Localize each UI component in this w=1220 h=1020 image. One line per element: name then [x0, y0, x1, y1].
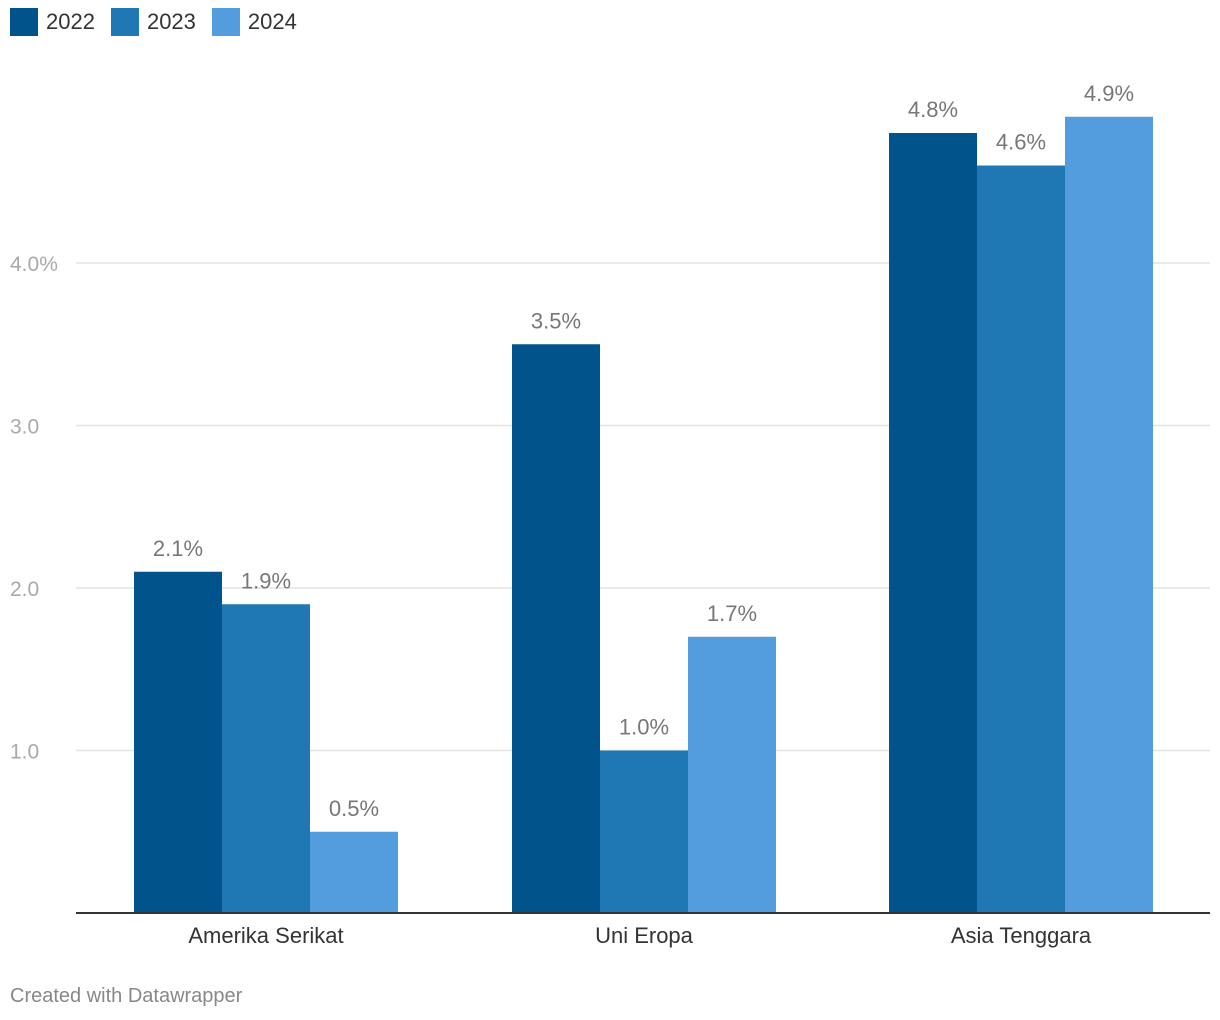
legend-item-2023: 2023: [110, 8, 196, 36]
legend-swatch-2022: [10, 8, 38, 36]
category-label: Amerika Serikat: [188, 923, 343, 948]
data-labels: 2.1% 1.9% 0.5% 3.5% 1.0% 1.7% 4.8% 4.6% 4.9%: [153, 81, 1134, 821]
legend-label-2023: 2023: [146, 9, 196, 34]
chart-legend: 2022 2023 2024: [10, 8, 313, 36]
footer-credit: Created with Datawrapper: [10, 985, 243, 1007]
data-label: 4.8%: [908, 97, 958, 122]
bar-2023-0: [222, 604, 310, 913]
x-axis-categories: Amerika Serikat Uni Eropa Asia Tenggara: [188, 923, 1092, 948]
data-label: 1.7%: [707, 601, 757, 626]
data-label: 3.5%: [531, 308, 581, 333]
y-tick-label: 2.0: [10, 578, 39, 601]
data-label: 1.9%: [241, 568, 291, 593]
bar-2024-0: [310, 831, 398, 913]
data-label: 2.1%: [153, 536, 203, 561]
category-label: Asia Tenggara: [951, 923, 1092, 948]
bar-2022-2: [889, 133, 977, 913]
y-axis-ticks: 1.0 2.0 3.0 4.0%: [10, 253, 58, 764]
legend-label-2022: 2022: [46, 9, 95, 34]
bars: [134, 116, 1153, 913]
legend-item-2022: 2022: [10, 8, 95, 36]
data-label: 4.9%: [1084, 81, 1134, 106]
y-tick-label: 3.0: [10, 416, 39, 439]
data-label: 4.6%: [996, 130, 1046, 155]
legend-swatch-2024: [211, 8, 240, 36]
bar-2022-1: [512, 344, 600, 913]
bar-2023-2: [977, 165, 1065, 913]
legend-swatch-2023: [110, 8, 139, 36]
legend-label-2024: 2024: [247, 9, 297, 34]
category-label: Uni Eropa: [595, 923, 694, 948]
bar-2024-1: [688, 636, 776, 913]
data-label: 0.5%: [329, 796, 379, 821]
bar-2024-2: [1065, 116, 1153, 913]
y-tick-label: 1.0: [10, 741, 39, 764]
bar-2023-1: [600, 750, 688, 913]
data-label: 1.0%: [619, 715, 669, 740]
y-tick-label: 4.0%: [10, 253, 58, 276]
bar-2022-0: [134, 571, 222, 913]
legend-item-2024: 2024: [211, 8, 297, 36]
